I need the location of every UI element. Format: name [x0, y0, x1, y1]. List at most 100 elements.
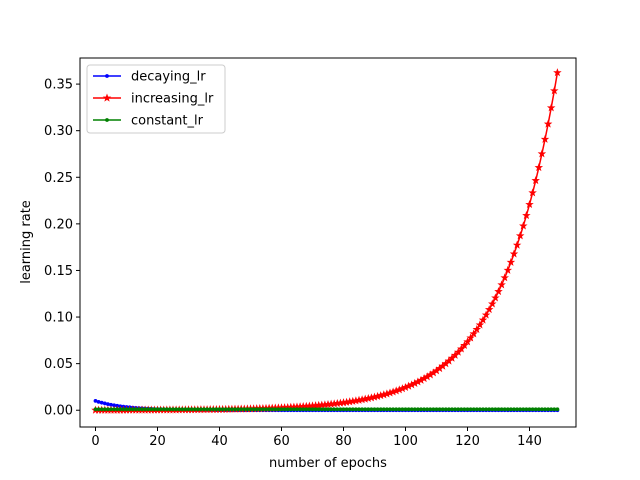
data-point — [295, 407, 299, 412]
y-axis-label: learning rate — [19, 200, 34, 284]
y-tick-label: 0.15 — [44, 264, 73, 279]
y-tick-label: 0.00 — [44, 404, 73, 419]
data-point — [109, 407, 113, 412]
data-point — [338, 407, 343, 412]
data-point — [519, 221, 528, 230]
data-point — [285, 407, 290, 412]
data-point — [298, 407, 302, 412]
legend-marker — [102, 93, 112, 102]
data-point — [112, 407, 116, 412]
data-point — [381, 407, 386, 412]
y-tick-label: 0.25 — [44, 171, 73, 186]
data-point — [528, 188, 537, 197]
data-point — [152, 407, 157, 412]
data-point — [499, 407, 504, 412]
data-point — [378, 407, 383, 412]
data-point — [468, 407, 473, 412]
x-tick-label: 20 — [149, 434, 166, 449]
data-point — [112, 403, 116, 408]
data-point — [493, 407, 498, 412]
legend-item-constant-lr: constant_lr — [93, 114, 204, 129]
data-point — [456, 407, 461, 412]
data-point — [391, 407, 395, 412]
data-point — [494, 287, 503, 296]
data-point — [500, 273, 509, 282]
data-point — [208, 407, 213, 412]
data-point — [183, 407, 188, 412]
data-point — [450, 407, 454, 412]
data-point — [419, 407, 423, 412]
data-point — [363, 407, 368, 412]
data-point — [372, 407, 377, 412]
x-tick-label: 140 — [517, 434, 542, 449]
y-tick-label: 0.05 — [44, 357, 73, 372]
data-point — [220, 407, 225, 412]
data-point — [437, 407, 442, 412]
data-point — [245, 407, 250, 412]
data-point — [497, 280, 506, 289]
data-point — [412, 407, 417, 412]
data-point — [431, 407, 436, 412]
data-point — [313, 407, 318, 412]
data-point — [239, 407, 244, 412]
data-point — [96, 399, 101, 404]
data-point — [319, 407, 324, 412]
data-point — [475, 320, 485, 329]
data-point — [530, 407, 535, 412]
legend-marker — [105, 74, 109, 78]
data-point — [344, 407, 349, 412]
data-point — [425, 407, 430, 412]
data-point — [124, 407, 129, 412]
data-point — [93, 407, 98, 412]
x-axis-label: number of epochs — [269, 456, 387, 471]
data-point — [375, 407, 380, 412]
data-point — [409, 407, 414, 412]
data-point — [515, 231, 525, 240]
data-point — [463, 337, 472, 346]
legend-label: decaying_lr — [131, 70, 206, 85]
data-point — [118, 407, 123, 412]
data-point — [509, 249, 519, 258]
legend-box — [86, 64, 226, 134]
data-point — [270, 407, 275, 412]
data-point — [512, 240, 522, 249]
data-point — [481, 407, 485, 412]
data-point — [93, 399, 98, 403]
series-constant-lr — [93, 407, 560, 412]
data-point — [214, 407, 219, 412]
data-point — [478, 407, 482, 412]
data-point — [543, 119, 553, 128]
data-point — [546, 103, 556, 112]
legend-item-decaying-lr: decaying_lr — [93, 70, 206, 85]
data-point — [109, 402, 113, 407]
data-point — [106, 402, 110, 407]
data-point — [161, 407, 166, 412]
data-point — [236, 407, 241, 412]
y-tick-label: 0.10 — [44, 311, 73, 326]
data-point — [406, 407, 411, 412]
data-point — [211, 407, 216, 412]
x-tick-label: 0 — [91, 434, 99, 449]
data-point — [195, 407, 200, 412]
data-point — [186, 407, 191, 412]
data-point — [518, 407, 523, 412]
data-point — [341, 407, 346, 412]
data-point — [350, 407, 355, 412]
data-point — [474, 407, 479, 412]
data-point — [273, 407, 278, 412]
data-point — [553, 68, 562, 77]
data-point — [388, 407, 392, 412]
data-point — [230, 407, 234, 412]
x-tick-label: 80 — [335, 434, 352, 449]
data-point — [288, 407, 293, 412]
data-point — [310, 407, 315, 412]
data-point — [192, 407, 197, 412]
x-tick-label: 40 — [211, 434, 228, 449]
data-point — [457, 344, 466, 353]
data-point — [223, 407, 228, 412]
data-point — [102, 407, 107, 412]
data-point — [99, 407, 104, 412]
data-point — [171, 407, 175, 412]
data-point — [233, 407, 237, 412]
